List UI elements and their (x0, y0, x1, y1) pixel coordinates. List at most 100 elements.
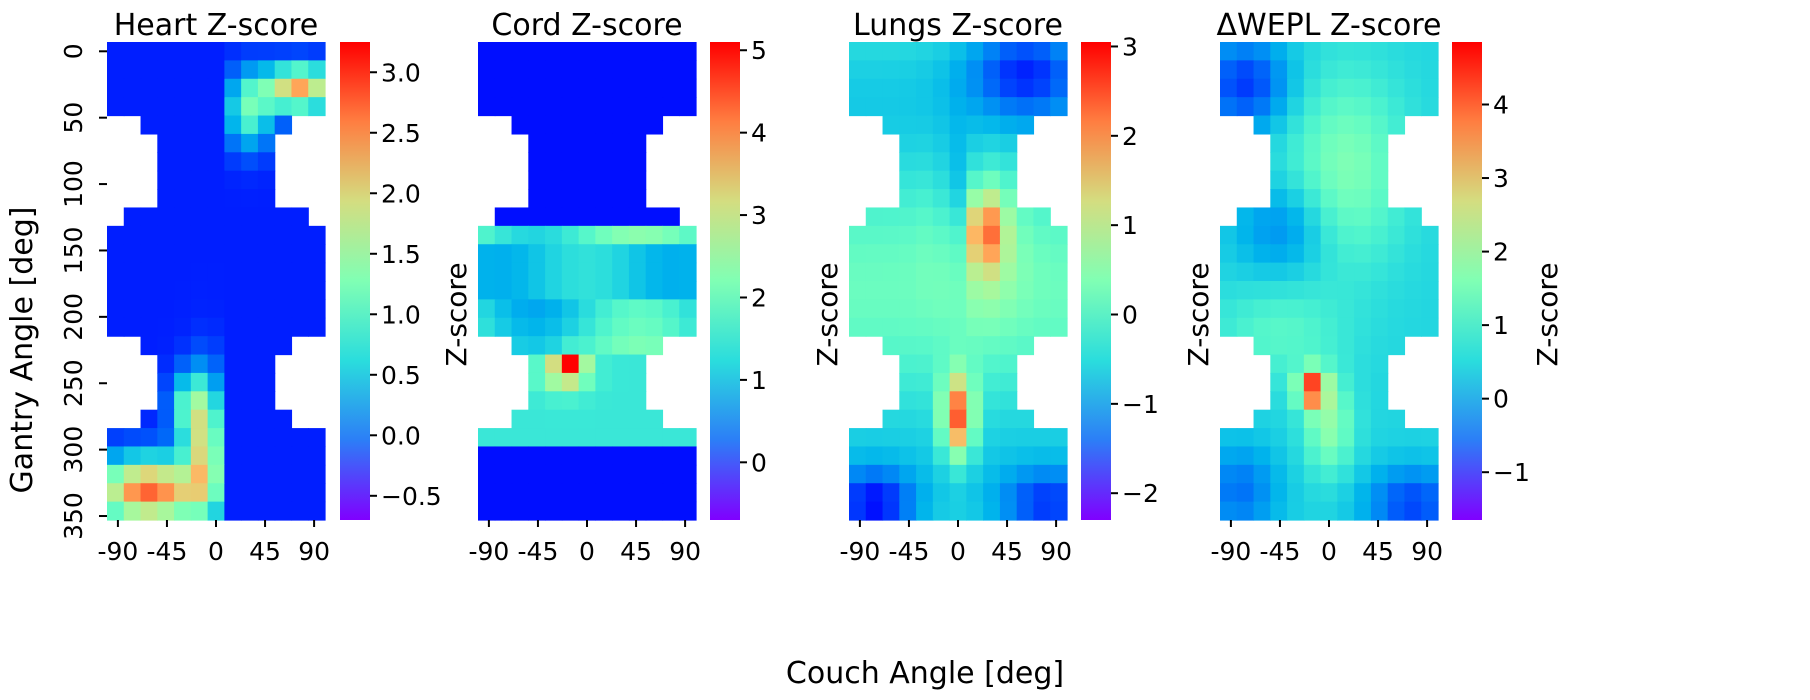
heatmap-cell (174, 244, 192, 264)
heatmap-cell (561, 409, 580, 429)
heatmap-cell (932, 409, 951, 429)
heatmap-cell (1050, 317, 1068, 337)
heatmap-cell (274, 207, 293, 227)
heatmap-cell (511, 207, 529, 227)
heatmap-cell (1253, 446, 1271, 466)
heatmap-cell (949, 428, 967, 448)
heatmap-cell (511, 336, 529, 356)
x-tick-label: -90 (468, 537, 509, 566)
heatmap-cell (949, 170, 967, 190)
heatmap-cell (612, 372, 630, 392)
heatmap-cell (899, 244, 917, 264)
heatmap-cell (1253, 97, 1271, 117)
heatmap-cell (628, 225, 647, 245)
heatmap-cell (190, 207, 209, 227)
heatmap-cell (1370, 60, 1389, 80)
heatmap-cell (1320, 483, 1338, 503)
heatmap-cell (1016, 299, 1035, 319)
heatmap-cell (545, 281, 563, 300)
heatmap-cell (308, 483, 326, 503)
heatmap-cell (1370, 483, 1389, 503)
heatmap-cell (1404, 281, 1422, 300)
heatmap-cell (966, 60, 984, 80)
heatmap-cell (528, 483, 546, 503)
heatmap-cell (561, 42, 580, 61)
colorbar (1452, 42, 1482, 520)
heatmap-cell (241, 225, 259, 245)
heatmap-cell (140, 262, 158, 282)
heatmap-cell (882, 78, 900, 98)
heatmap-cell (882, 501, 900, 521)
heatmap-cell (1287, 225, 1305, 245)
x-tick-label: 0 (208, 537, 224, 566)
heatmap-cell (983, 428, 1001, 448)
heatmap-cell (1287, 281, 1305, 300)
heatmap-cell (595, 225, 613, 245)
heatmap-cell (478, 501, 496, 521)
heatmap-cell (561, 354, 580, 374)
heatmap-cell (865, 207, 884, 227)
heatmap-cell (257, 60, 276, 80)
heatmap-cell (932, 42, 951, 61)
heatmap-cell (679, 428, 697, 448)
heatmap-cell (257, 78, 276, 98)
heatmap-cell (595, 354, 613, 374)
heatmap-cell (966, 391, 984, 411)
heatmap-cell (849, 97, 867, 117)
heatmap-cell (1253, 464, 1271, 484)
heatmap-cell (1287, 391, 1305, 411)
heatmap-cell (1220, 299, 1238, 319)
colorbar-tick-label: 5 (751, 36, 767, 65)
colorbar-label: Z-score (440, 262, 473, 366)
heatmap-cell (612, 244, 630, 264)
heatmap-cell (1016, 42, 1035, 61)
heatmap-cell (865, 244, 884, 264)
heatmap-cell (1320, 354, 1338, 374)
heatmap-cell (308, 317, 326, 337)
heatmap-cell (1354, 170, 1372, 190)
heatmap-cell (932, 464, 951, 484)
heatmap-cell (999, 336, 1018, 356)
heatmap-cell (999, 354, 1018, 374)
heatmap-cell (274, 299, 293, 319)
heatmap-cell (207, 281, 225, 300)
heatmap-cell (662, 78, 680, 98)
heatmap-cell (1387, 409, 1406, 429)
heatmap-cell (949, 189, 967, 209)
heatmap-cell (274, 42, 293, 61)
heatmap-cell (545, 42, 563, 61)
heatmap-cell (1016, 483, 1035, 503)
heatmap-cell (578, 428, 596, 448)
heatmap-cell (241, 207, 259, 227)
heatmap-cell (612, 501, 630, 521)
heatmap-cell (1320, 428, 1338, 448)
heatmap-cell (932, 446, 951, 466)
heatmap-cell (157, 391, 175, 411)
heatmap-cell (1220, 42, 1238, 61)
heatmap-cell (966, 446, 984, 466)
heatmap-cell (224, 60, 242, 80)
heatmap-cell (865, 42, 884, 61)
heatmap-cell (578, 446, 596, 466)
heatmap-cell (1016, 262, 1035, 282)
heatmap-cell (899, 133, 917, 153)
heatmap-cell (949, 354, 967, 374)
heatmap-cell (1270, 207, 1288, 227)
x-tick-label: 90 (669, 537, 701, 566)
x-tick-label: -45 (147, 537, 188, 566)
heatmap-cell (274, 115, 293, 135)
heatmap-cell (478, 78, 496, 98)
heatmap-cell (662, 60, 680, 80)
heatmap-cell (1354, 464, 1372, 484)
heatmap-cell (545, 464, 563, 484)
heatmap-cell (1354, 336, 1372, 356)
heatmap-cell (561, 391, 580, 411)
heatmap-cell (1337, 60, 1355, 80)
heatmap-cell (983, 189, 1001, 209)
heatmap-cell (949, 317, 967, 337)
colorbar-tick-label: −1 (1122, 390, 1159, 419)
heatmap-cell (1404, 428, 1422, 448)
heatmap-cell (1220, 244, 1238, 264)
heatmap-cell (494, 244, 513, 264)
heatmap-cell (645, 244, 664, 264)
